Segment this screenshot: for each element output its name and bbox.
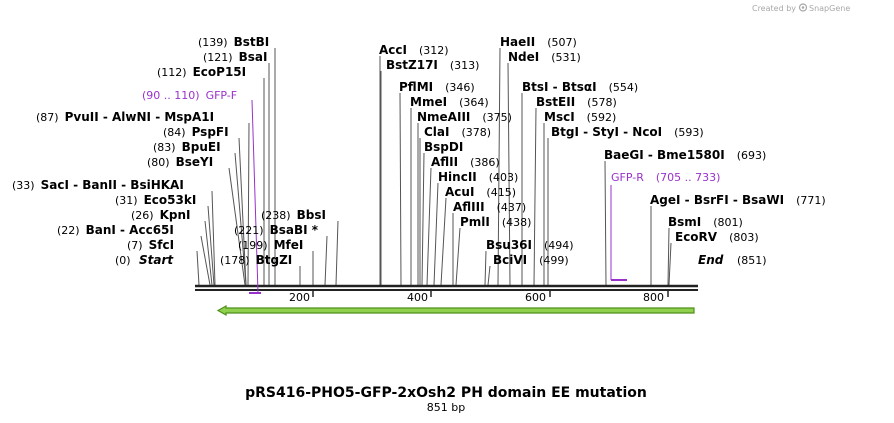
svg-text:PflMI(346): PflMI (346) (399, 80, 475, 94)
svg-text:(7)SfcI: (7) SfcI (127, 238, 174, 252)
map-title: pRS416-PHO5-GFP-2xOsh2 PH domain EE muta… (245, 385, 647, 401)
leader-line (228, 167, 246, 286)
primer-label-gfp-r: GFP-R (705 .. 733) (611, 171, 720, 184)
inner-enzyme-labels: (238) BbsI (221) BsaBI * (199) MfeI (178) Bt… (220, 208, 326, 267)
svg-text:NdeI(531): NdeI (531) (508, 50, 581, 64)
leader-line (426, 167, 432, 286)
svg-text:(199)MfeI: (199) MfeI (238, 238, 303, 252)
svg-text:(80)BseYI: (80) BseYI (147, 155, 213, 169)
leader-line (200, 235, 211, 286)
svg-text:(178)BtgZI: (178) BtgZI (220, 253, 292, 267)
primer-label-gfp-f: (90 .. 110) GFP-F (142, 89, 237, 102)
credit-brand: SnapGene (809, 4, 850, 13)
svg-text:(31)Eco53kI: (31) Eco53kI (115, 193, 196, 207)
svg-text:(121)BsaI: (121) BsaI (203, 50, 267, 64)
svg-text:(112)EcoP15I: (112) EcoP15I (157, 65, 246, 79)
leader-line (455, 227, 461, 286)
tick-label: 800 (643, 291, 664, 304)
leader-line (668, 242, 672, 286)
leader-line (440, 197, 447, 286)
leader-line (433, 182, 439, 286)
svg-text:(221)BsaBI *: (221) BsaBI * (234, 223, 319, 237)
svg-text:(33)SacI - BanII - BsiHKAI: (33) SacI - BanII - BsiHKAI (12, 178, 184, 192)
svg-text:BtgI - StyI - NcoI(593): BtgI - StyI - NcoI (593) (551, 125, 704, 139)
svg-text:BstZ17I(313): BstZ17I (313) (386, 58, 479, 72)
sequence-backbone (195, 284, 698, 291)
leader-line (238, 137, 247, 286)
svg-text:NmeAIII(375): NmeAIII (375) (417, 110, 512, 124)
ruler-ticks (312, 291, 669, 297)
end-position: (851) (737, 254, 767, 267)
leader-line (604, 160, 607, 286)
leader-line (487, 265, 491, 286)
primer-gfp-r (610, 185, 627, 281)
svg-text:BsmI(801): BsmI (801) (668, 215, 743, 229)
svg-text:PmlI(438): PmlI (438) (460, 215, 531, 229)
tick-label: 400 (407, 291, 428, 304)
snapgene-logo-icon (798, 3, 808, 12)
leader-line (533, 107, 537, 286)
svg-text:(83)BpuEI: (83) BpuEI (153, 140, 221, 154)
svg-text:HincII(403): HincII (403) (438, 170, 518, 184)
leader-line (667, 227, 670, 286)
svg-text:(238)BbsI: (238) BbsI (261, 208, 326, 222)
svg-text:HaeII(507): HaeII (507) (500, 35, 577, 49)
leader-line (484, 250, 487, 286)
leader-line (421, 152, 425, 286)
leader-line (211, 190, 216, 286)
tick-label: 200 (289, 291, 310, 304)
leader-lines (196, 47, 672, 286)
primer-gfp-f (249, 99, 261, 294)
leader-line (497, 47, 501, 286)
svg-text:BtsI - BtsαI(554): BtsI - BtsαI (554) (522, 80, 638, 94)
svg-text:BciVI(499): BciVI (499) (493, 253, 569, 267)
svg-text:EcoRV(803): EcoRV (803) (675, 230, 759, 244)
svg-text:AccI(312): AccI (312) (379, 43, 449, 57)
svg-text:Bsu36I(494): Bsu36I (494) (486, 238, 574, 252)
svg-text:AgeI - BsrFI - BsaWI(771): AgeI - BsrFI - BsaWI (771) (650, 193, 826, 207)
credit-text: Created by (752, 4, 796, 13)
svg-text:ClaI(378): ClaI (378) (424, 125, 491, 139)
leader-line (204, 220, 213, 286)
tick-label: 600 (525, 291, 546, 304)
svg-text:MscI(592): MscI (592) (544, 110, 616, 124)
svg-text:BspDI: BspDI (424, 140, 463, 154)
svg-text:(22)BanI - Acc65I: (22) BanI - Acc65I (57, 223, 174, 237)
leader-line (234, 152, 247, 286)
svg-text:AflII(386): AflII (386) (431, 155, 500, 169)
svg-text:(26)KpnI: (26) KpnI (131, 208, 191, 222)
leader-line (507, 62, 511, 286)
svg-text:AflIII(437): AflIII (437) (453, 200, 526, 214)
leader-line (207, 205, 215, 286)
svg-text:BaeGI - Bme1580I(693): BaeGI - Bme1580I (693) (604, 148, 766, 162)
leader-line (196, 250, 200, 286)
svg-text:MmeI(364): MmeI (364) (410, 95, 489, 109)
map-length: 851 bp (427, 401, 465, 414)
svg-text:(84)PspFI: (84) PspFI (163, 125, 229, 139)
svg-text:(139)BstBI: (139) BstBI (198, 35, 269, 49)
leader-line (247, 122, 250, 286)
left-enzyme-labels: (139) BstBI (121) BsaI (112) EcoP15I (87) Pv… (12, 35, 269, 252)
leader-line (335, 220, 339, 286)
end-label: End (698, 253, 724, 267)
feature-arrow (216, 304, 695, 317)
leader-line (399, 92, 402, 286)
start-label: Start (139, 253, 174, 267)
right-enzyme-labels: AccI (312) BstZ17I (313) PflMI (346) MmeI (3… (379, 35, 826, 267)
start-position: (0) (115, 254, 131, 267)
leader-line (324, 235, 328, 286)
svg-text:BstEII(578): BstEII (578) (536, 95, 617, 109)
svg-text:AcuI(415): AcuI (415) (445, 185, 516, 199)
svg-text:(87)PvuII - AlwNI - MspA1I: (87) PvuII - AlwNI - MspA1I (36, 110, 214, 124)
